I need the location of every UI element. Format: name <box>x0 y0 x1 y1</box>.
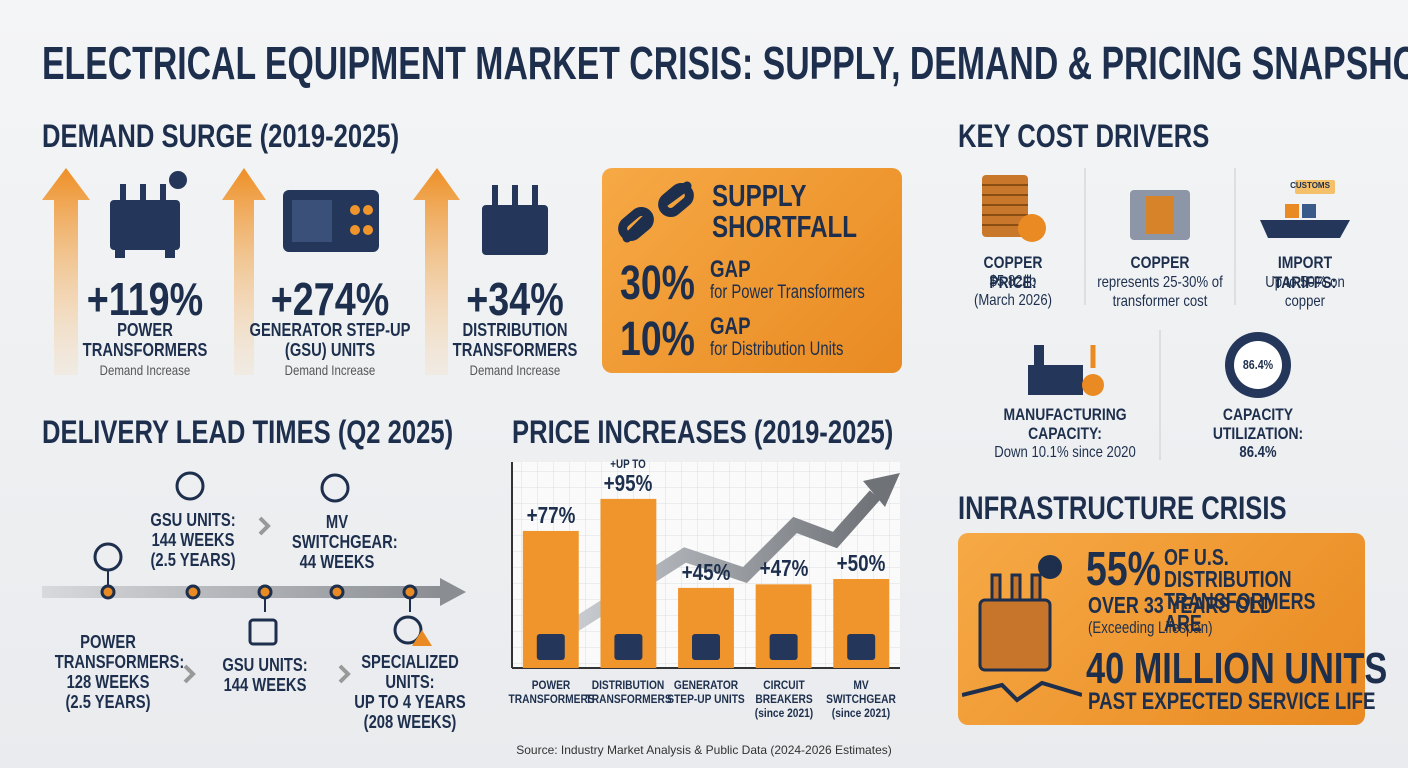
lead-note: (2.5 YEARS) <box>65 692 151 712</box>
source: Source: Industry Market Analysis & Publi… <box>516 743 892 757</box>
chart-title: PRICE INCREASES (2019-2025) <box>512 414 894 450</box>
gauge-label: 86.4% <box>1242 357 1274 372</box>
gap-detail: for Power Transformers <box>710 282 865 303</box>
demand-note: Demand Increase <box>469 362 561 378</box>
lead-time: 144 WEEKS <box>151 530 235 550</box>
demand-label: POWER TRANSFORMERS <box>82 320 208 360</box>
section-title: DELIVERY LEAD TIMES (Q2 2025) <box>42 414 454 450</box>
demand-label: GENERATOR STEP-UP (GSU) UNITS <box>249 320 411 360</box>
shortfall-title: SUPPLY SHORTFALL <box>712 178 858 244</box>
driver-detail: Down 10.1% since 2020 <box>994 444 1136 461</box>
driver-detail: represents 25-30% of transformer cost <box>1097 274 1223 310</box>
driver-detail: (March 2026) <box>973 292 1053 309</box>
gap-value: 10% <box>620 313 695 366</box>
lead-time: 144 WEEKS <box>223 675 307 695</box>
lead-time-item: GSU UNITS: 144 WEEKS (2.5 YEARS) <box>144 510 242 570</box>
value-label: +UP TO +95% <box>604 456 653 496</box>
lead-name: POWER TRANSFORMERS: <box>54 632 185 672</box>
x-tick-label: POWER TRANSFORMERS <box>508 678 595 706</box>
lead-name: MV SWITCHGEAR: <box>291 512 398 552</box>
lead-name: GSU UNITS: <box>150 510 236 530</box>
demand-decor <box>42 168 548 375</box>
gap-label: GAP <box>710 313 751 340</box>
trend-arrow <box>571 490 881 631</box>
lead-name: GSU UNITS: <box>222 655 308 675</box>
cost-decor <box>982 168 1350 460</box>
driver-heading: COPPER <box>1130 253 1190 272</box>
crisis-note: (Exceeding Lifespan) <box>1088 618 1213 637</box>
driver-detail: $5.82/lb <box>989 273 1037 290</box>
driver-detail: Up to 50% on copper <box>1265 274 1345 310</box>
gap-detail: for Distribution Units <box>710 339 844 360</box>
demand-value: +119% <box>86 273 204 325</box>
x-tick-label: MV SWITCHGEAR (since 2021) <box>826 678 897 720</box>
driver-heading: COPPER PRICE: <box>983 253 1043 292</box>
crisis-icon <box>962 555 1082 703</box>
demand-note: Demand Increase <box>99 362 191 378</box>
bar-icon <box>692 634 720 660</box>
section-title: KEY COST DRIVERS <box>958 118 1210 154</box>
demand-value: +34% <box>466 273 564 325</box>
value-label: +77% <box>526 501 576 528</box>
timeline <box>42 471 466 684</box>
lead-time-item: MV SWITCHGEAR: 44 WEEKS <box>291 512 398 572</box>
lead-note: (2.5 YEARS) <box>150 550 236 570</box>
driver-heading: MANUFACTURING CAPACITY: <box>1003 405 1127 443</box>
value-label: +45% <box>681 558 731 585</box>
shortfall-box <box>602 168 902 373</box>
bar-icon <box>614 634 643 660</box>
lead-time: 44 WEEKS <box>299 552 375 572</box>
section-title: INFRASTRUCTURE CRISIS <box>958 490 1287 526</box>
crisis-subheadline: PAST EXPECTED SERVICE LIFE <box>1088 688 1376 715</box>
x-tick-label: GENERATOR STEP-UP UNITS <box>667 678 745 706</box>
page-title: ELECTRICAL EQUIPMENT MARKET CRISIS: SUPP… <box>42 37 1408 89</box>
lead-name: SPECIALIZED UNITS: <box>361 652 459 692</box>
section-title: DEMAND SURGE (2019-2025) <box>42 118 400 154</box>
crisis-text: OVER 33 YEARS OLD <box>1088 592 1274 618</box>
demand-note: Demand Increase <box>284 362 376 378</box>
value-label: +47% <box>759 555 808 582</box>
driver-heading: CAPACITY UTILIZATION: <box>1212 405 1304 443</box>
crisis-stat: 55% <box>1086 543 1161 596</box>
lead-time-item: GSU UNITS: 144 WEEKS <box>216 655 314 695</box>
lead-note: (208 WEEKS) <box>363 712 457 732</box>
demand-label: DISTRIBUTION TRANSFORMERS <box>452 320 578 360</box>
trend-arrow-head <box>863 473 900 507</box>
value-label: +50% <box>836 550 886 576</box>
bar-icon <box>536 634 565 660</box>
price-chart <box>511 462 900 669</box>
crisis-text: OF U.S. DISTRIBUTION TRANSFORMERS ARE <box>1164 544 1316 636</box>
x-tick-label: CIRCUIT BREAKERS (since 2021) <box>754 678 813 720</box>
customs-badge: CUSTOMS <box>1290 181 1330 190</box>
bar-icon <box>847 634 876 660</box>
lead-time-item: SPECIALIZED UNITS: UP TO 4 YEARS (208 WE… <box>353 652 468 732</box>
driver-detail: 86.4% <box>1239 444 1277 461</box>
lead-time: 128 WEEKS <box>66 672 150 692</box>
gap-label: GAP <box>710 256 751 283</box>
lead-time: UP TO 4 YEARS <box>354 692 466 712</box>
driver-heading: IMPORT TARIFFS: <box>1273 253 1337 292</box>
bar-icon <box>769 634 798 660</box>
gap-value: 30% <box>620 257 695 310</box>
lead-time-item: POWER TRANSFORMERS: 128 WEEKS (2.5 YEARS… <box>54 632 185 712</box>
chain-icon <box>618 181 694 243</box>
crisis-headline: 40 MILLION UNITS <box>1086 644 1388 693</box>
demand-value: +274% <box>270 273 390 325</box>
x-tick-label: DISTRIBUTION TRANSFORMERS <box>585 678 673 706</box>
